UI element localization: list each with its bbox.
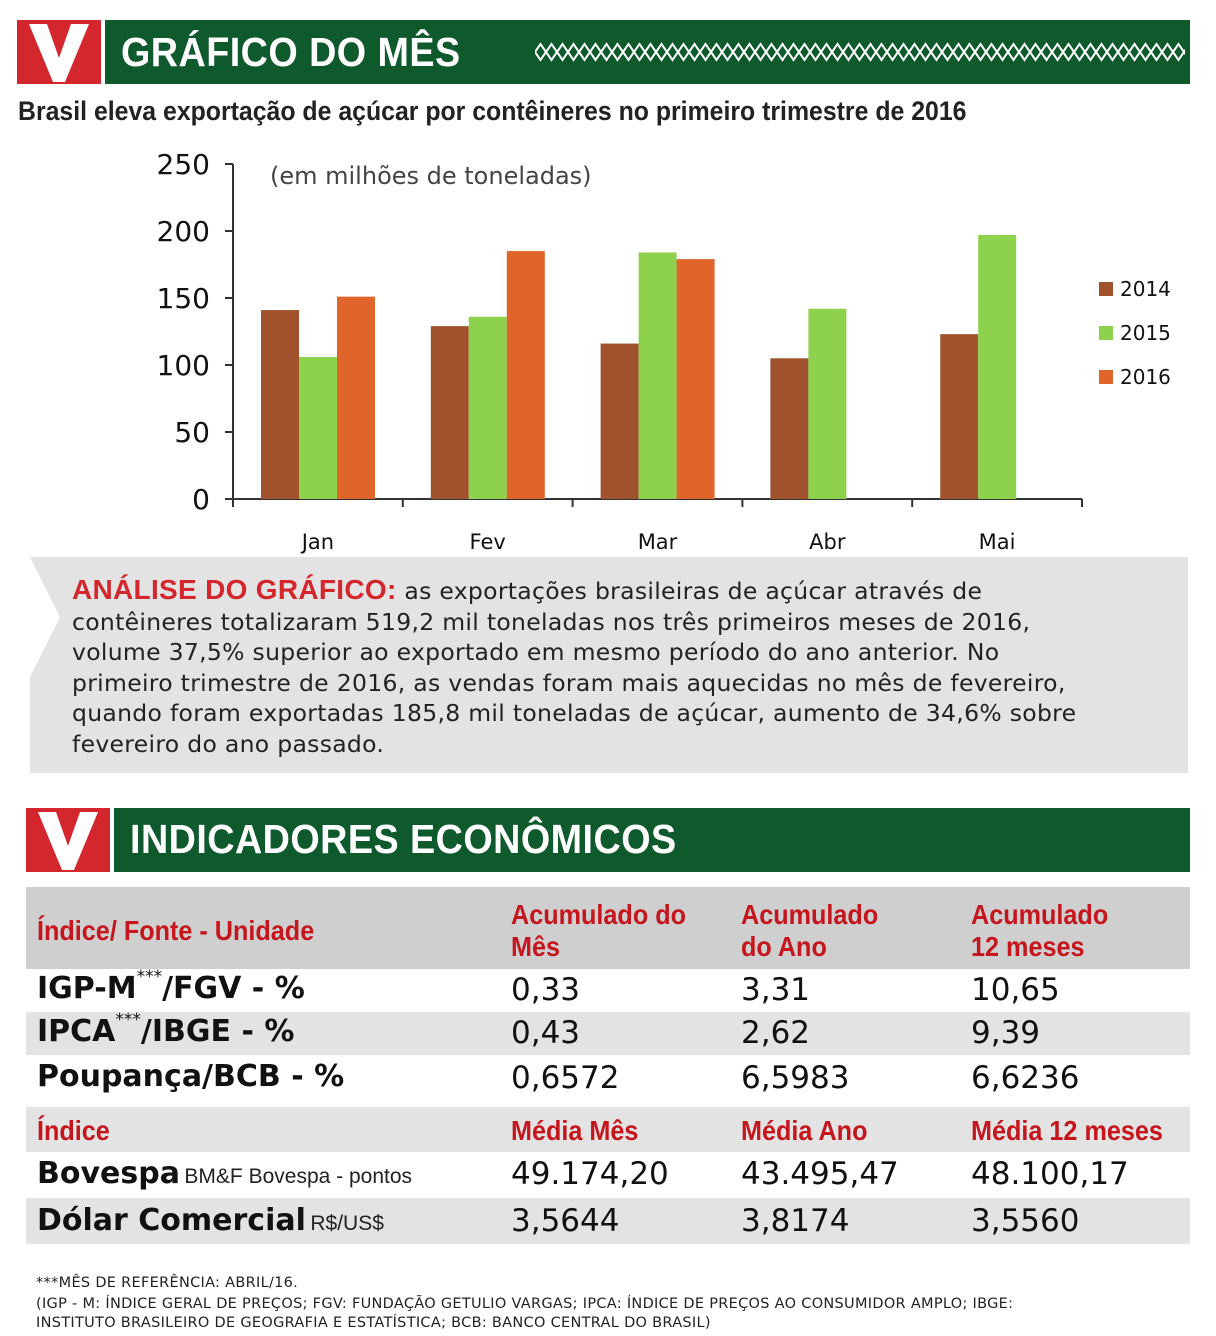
bar-2015-Abr <box>808 308 847 499</box>
x-tick-label: Mar <box>638 530 678 554</box>
section-header-indicadores: INDICADORES ECONÔMICOS <box>26 808 1190 872</box>
bar-2015-Jan <box>299 356 337 499</box>
brand-logo <box>17 20 101 84</box>
section-title: GRÁFICO DO MÊS <box>121 29 461 75</box>
brand-logo <box>26 808 110 872</box>
section-title: INDICADORES ECONÔMICOS <box>130 816 677 862</box>
y-tick-label: 150 <box>157 282 210 315</box>
bar-2014-Jan <box>261 310 299 499</box>
header-cell: Acumulado do Mês <box>511 899 687 962</box>
x-tick-label: Fev <box>470 530 506 554</box>
indicators-table: Índice/ Fonte - Unidade Acumulado do Mês … <box>26 887 1190 1244</box>
x-tick-label: Jan <box>300 530 334 554</box>
bar-2015-Mar <box>638 252 677 499</box>
header-cell: Acumulado do Ano <box>741 899 879 962</box>
legend-swatch <box>1099 370 1113 384</box>
table-row: Poupança/BCB - % 0,6572 6,5983 6,6236 <box>37 1059 1080 1096</box>
footnote: INSTITUTO BRASILEIRO DE GEOGRAFIA E ESTA… <box>36 1315 711 1331</box>
y-tick-label: 200 <box>157 215 210 248</box>
notch-shape <box>30 557 60 677</box>
bar-2015-Mai <box>978 235 1017 499</box>
bar-2014-Mar <box>600 343 639 499</box>
legend-label: 2014 <box>1120 277 1171 301</box>
bar-2014-Abr <box>770 358 809 499</box>
bar-2016-Fev <box>506 251 545 499</box>
footnote: ***MÊS DE REFERÊNCIA: ABRIL/16. <box>36 1275 299 1291</box>
y-tick-label: 100 <box>157 349 210 382</box>
bar-2014-Mai <box>940 334 979 499</box>
table-row: Bovespa BM&F Bovespa - pontos 49.174,20 … <box>37 1156 1129 1192</box>
x-tick-label: Mai <box>979 530 1016 554</box>
header-cell: Acumulado 12 meses <box>971 899 1109 962</box>
x-tick-label: Abr <box>809 530 846 554</box>
analysis-text: ANÁLISE DO GRÁFICO: as exportações brasi… <box>72 574 1077 758</box>
v-logo-icon <box>38 812 98 870</box>
table-header-row: Índice/ Fonte - Unidade Acumulado do Mês … <box>26 887 1190 969</box>
section-header-grafico: GRÁFICO DO MÊS <box>17 20 1190 84</box>
legend-label: 2015 <box>1120 321 1171 345</box>
y-tick-label: 0 <box>192 483 210 516</box>
legend-swatch <box>1099 326 1113 340</box>
y-tick-label: 250 <box>157 148 210 181</box>
analysis-label: ANÁLISE DO GRÁFICO: <box>72 574 397 605</box>
v-logo-icon <box>29 24 89 82</box>
chart-subtitle: Brasil eleva exportação de açúcar por co… <box>18 96 967 126</box>
bar-2016-Mar <box>676 259 715 499</box>
legend-swatch <box>1099 282 1113 296</box>
unit-label: (em milhões de toneladas) <box>270 162 592 190</box>
table-row: IPCA***/IBGE - % 0,43 2,62 9,39 <box>26 1010 1190 1055</box>
table-subheader-row: Índice Média Mês Média Ano Média 12 mese… <box>26 1107 1190 1152</box>
y-tick-label: 50 <box>174 416 210 449</box>
table-row: IGP-M***/FGV - % 0,33 3,31 10,65 <box>37 967 1060 1008</box>
bar-2015-Fev <box>468 316 507 499</box>
footnote: (IGP - M: ÍNDICE GERAL DE PREÇOS; FGV: F… <box>36 1296 1014 1312</box>
legend-label: 2016 <box>1120 365 1171 389</box>
bar-2014-Fev <box>430 326 469 499</box>
bar-2016-Jan <box>337 296 375 499</box>
bar-chart: 0 50 100 150 200 250 Jan Fev Mar Abr Mai 2014 2015… <box>157 148 1171 554</box>
table-row: Dólar Comercial R$/US$ 3,5644 3,8174 3,5… <box>26 1198 1190 1244</box>
analysis-box: ANÁLISE DO GRÁFICO: as exportações brasi… <box>30 557 1188 773</box>
zigzag-ornament-icon <box>535 42 1185 62</box>
header-cell: Índice/ Fonte - Unidade <box>37 915 315 946</box>
